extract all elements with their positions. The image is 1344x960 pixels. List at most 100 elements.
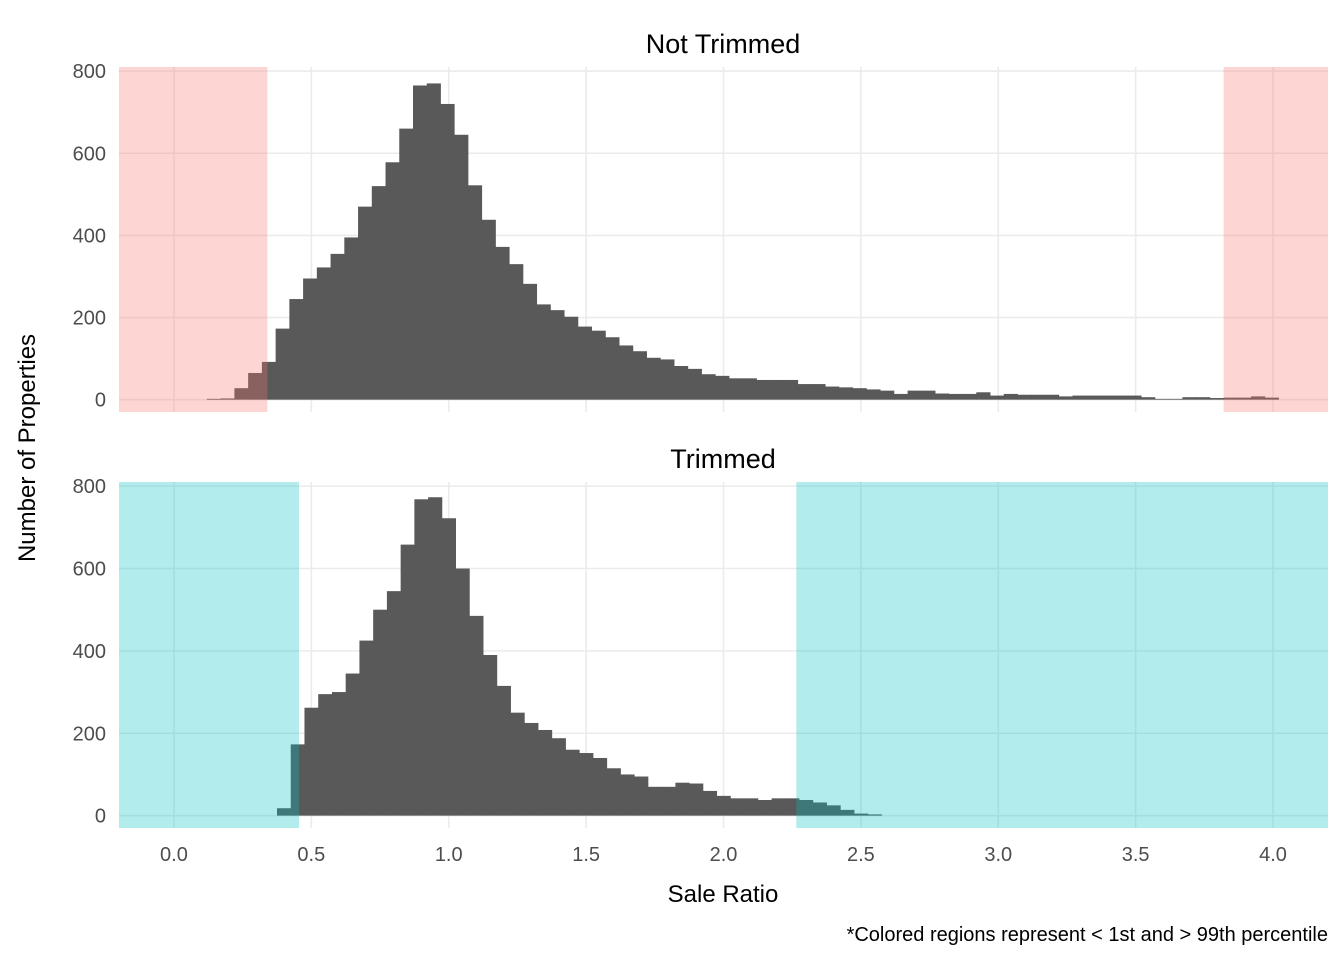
histogram-bar	[413, 85, 428, 400]
histogram-bar	[577, 326, 593, 400]
histogram-bar	[907, 390, 922, 400]
histogram-bar	[1196, 397, 1211, 400]
histogram-bar	[290, 744, 305, 816]
histogram-bar	[426, 83, 441, 400]
y-tick-label: 0	[95, 806, 106, 828]
histogram-bar	[564, 316, 579, 400]
x-tick-label: 4.0	[1259, 844, 1287, 866]
histogram-bar	[742, 378, 757, 400]
histogram-bar	[1168, 398, 1183, 400]
histogram-bar	[206, 398, 222, 400]
histogram-bar	[606, 768, 621, 816]
histogram-bar	[467, 185, 483, 400]
histogram-bar	[579, 753, 594, 816]
histogram-bar	[1044, 394, 1060, 400]
histogram-bar	[689, 783, 704, 816]
histogram-bar	[770, 379, 785, 400]
histogram-bar	[811, 384, 826, 400]
histogram-bar	[469, 615, 484, 816]
histogram-bar	[840, 809, 855, 816]
histogram-bar	[441, 518, 456, 816]
histogram-bar	[524, 722, 539, 816]
histogram-bar	[496, 685, 511, 816]
caption-note: *Colored regions represent < 1st and > 9…	[847, 924, 1328, 946]
histogram-bar	[976, 392, 991, 400]
y-tick-label: 200	[73, 723, 106, 745]
histogram-bar	[757, 799, 772, 816]
histogram-bar	[812, 802, 827, 816]
histogram-bar	[632, 351, 647, 400]
histogram-bar	[454, 134, 469, 400]
histogram-bar	[522, 283, 538, 400]
histogram-bar	[592, 757, 608, 816]
y-axis-title: Number of Properties	[14, 334, 41, 562]
histogram-bar	[510, 712, 525, 816]
histogram-bar	[385, 162, 400, 400]
histogram-bar	[330, 253, 345, 400]
histogram-bar	[538, 729, 553, 816]
histogram-bar	[1058, 396, 1073, 400]
histogram-bar	[1237, 397, 1252, 400]
histogram-bar	[771, 798, 786, 816]
histogram-bar	[428, 497, 443, 816]
histogram-bar	[756, 379, 771, 400]
histogram-bar	[702, 790, 718, 816]
histogram-bar	[303, 278, 318, 400]
histogram-bar	[825, 386, 840, 400]
percentile-region	[119, 482, 299, 828]
histogram-bar	[921, 390, 936, 400]
histogram-bar	[1072, 395, 1087, 400]
histogram-bar	[318, 694, 333, 816]
histogram-bar	[674, 366, 689, 400]
histogram-bar	[838, 387, 854, 400]
histogram-bar	[728, 378, 744, 400]
histogram-bar	[619, 345, 634, 400]
histogram-bar	[948, 393, 963, 400]
histogram-bar	[220, 398, 235, 400]
histogram-bar	[866, 389, 881, 400]
y-tick-label: 800	[73, 476, 106, 498]
histogram-bar	[660, 359, 675, 400]
histogram-bar	[399, 128, 414, 400]
histogram-bar	[495, 246, 510, 400]
histogram-bar	[826, 805, 841, 816]
histogram-bar	[744, 798, 759, 816]
histogram-bar	[565, 749, 580, 816]
histogram-bar	[880, 390, 895, 400]
histogram-bar	[605, 337, 620, 400]
histogram-bar	[1086, 395, 1101, 400]
histogram-bar	[331, 692, 347, 816]
histogram-bar	[730, 798, 745, 816]
panel-title-trimmed: Trimmed	[670, 444, 776, 474]
x-axis-tick-labels: 0.0 0.5 1.0 1.5 2.0 2.5 3.0 3.5 4.0	[160, 844, 1287, 866]
histogram-bar	[276, 808, 292, 816]
histogram-bar	[371, 186, 386, 400]
histogram-bar	[1113, 395, 1128, 400]
histogram-bar	[620, 774, 635, 816]
histogram-bar	[797, 384, 812, 400]
histogram-bar	[1209, 398, 1224, 400]
y-tick-label: 600	[73, 143, 106, 165]
histogram-bar	[661, 786, 676, 816]
histogram-bar	[1182, 397, 1197, 400]
histogram-bar	[962, 393, 977, 400]
percentile-region	[1223, 67, 1328, 412]
histogram-bar	[289, 299, 304, 400]
histogram-bar	[1264, 397, 1279, 400]
histogram-bar	[1154, 398, 1170, 400]
histogram-bar	[893, 393, 908, 400]
histogram-bar	[1003, 393, 1018, 400]
histogram-bar	[867, 814, 882, 816]
histogram-bar	[400, 544, 415, 816]
histogram-bar	[316, 267, 331, 400]
histogram-bar	[386, 591, 402, 816]
histogram-bar	[647, 786, 663, 816]
histogram-bar	[1251, 396, 1266, 400]
histogram-bar	[716, 795, 731, 816]
x-tick-label: 3.5	[1122, 844, 1150, 866]
histogram-bar	[550, 310, 565, 400]
histogram-bar	[1099, 395, 1115, 400]
histogram-bar	[344, 237, 359, 400]
x-tick-label: 1.0	[435, 844, 463, 866]
histogram-bar	[701, 374, 716, 400]
